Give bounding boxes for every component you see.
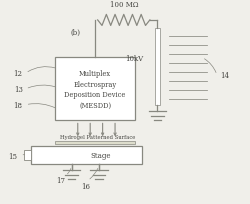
Text: 16: 16 — [81, 182, 90, 190]
Text: 10kV: 10kV — [126, 55, 144, 63]
Text: (b): (b) — [70, 29, 80, 37]
Text: 100 MΩ: 100 MΩ — [110, 1, 138, 9]
Text: 18: 18 — [14, 101, 22, 109]
Text: 14: 14 — [220, 72, 229, 80]
Text: 17: 17 — [56, 176, 65, 184]
Text: Stage: Stage — [90, 151, 110, 159]
FancyBboxPatch shape — [56, 58, 135, 121]
Text: Multiplex
Electrospray
Deposition Device
(MESDD): Multiplex Electrospray Deposition Device… — [64, 70, 126, 110]
Text: Hydrogel Patterned Surface: Hydrogel Patterned Surface — [60, 135, 135, 140]
FancyBboxPatch shape — [24, 150, 30, 161]
FancyBboxPatch shape — [154, 29, 160, 105]
FancyBboxPatch shape — [56, 142, 135, 144]
Text: 15: 15 — [9, 152, 18, 160]
FancyBboxPatch shape — [30, 146, 142, 164]
Text: 12: 12 — [14, 70, 22, 78]
Text: 13: 13 — [14, 85, 22, 93]
